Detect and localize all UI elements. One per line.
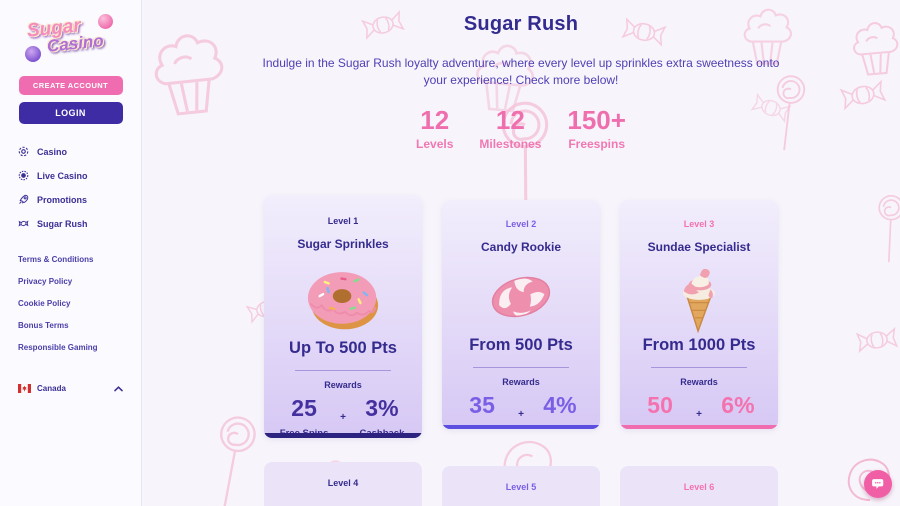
- lollipop-ball-icon: [97, 14, 113, 29]
- chevron-up-icon: [114, 385, 123, 392]
- divider: [473, 367, 569, 369]
- ice-cream-icon: [620, 260, 778, 334]
- free-spins-value: 25: [291, 395, 317, 422]
- level-label: Level 1: [327, 216, 359, 227]
- level-label: Level 3: [683, 219, 715, 230]
- login-button[interactable]: LOGIN: [18, 102, 123, 124]
- cashback-value: 6%: [721, 392, 755, 419]
- plus-sign: +: [340, 412, 346, 424]
- sidebar-item-label: Sugar Rush: [37, 218, 88, 229]
- rewards-row: 50 Free Spins + 6% Cashback: [620, 393, 778, 429]
- free-spins-value: 50: [647, 392, 673, 419]
- level-card-4: Level 4: [264, 462, 422, 506]
- sidebar-item-promotions[interactable]: Promotions: [18, 194, 123, 205]
- sidebar-item-label: Live Casino: [37, 170, 88, 181]
- rewards-heading: Rewards: [680, 377, 718, 388]
- stat-value: 12: [495, 104, 525, 135]
- sidebar-item-label: Promotions: [37, 194, 88, 205]
- stat-milestones: 12 Milestones: [479, 106, 541, 152]
- stat-value: 150+: [567, 104, 626, 135]
- language-selector[interactable]: Canada: [18, 384, 123, 393]
- page-title: Sugar Rush: [463, 13, 579, 35]
- sidebar-legal-links: Terms & Conditions Privacy Policy Cookie…: [18, 255, 123, 352]
- live-casino-chip-icon: [18, 170, 29, 181]
- rewards-heading: Rewards: [502, 377, 540, 388]
- level-card-2: Level 2 Candy Rookie: [442, 200, 600, 430]
- candy-icon: [18, 218, 29, 229]
- plus-sign: +: [518, 409, 524, 421]
- rocket-icon: [18, 194, 29, 205]
- cashback-value: 4%: [543, 392, 577, 419]
- link-cookie-policy[interactable]: Cookie Policy: [18, 299, 71, 308]
- create-account-button[interactable]: CREATE ACCOUNT: [18, 76, 123, 95]
- stat-levels: 12 Levels: [416, 106, 453, 152]
- sidebar-nav: Casino Live Casino Promo: [18, 146, 123, 229]
- cashback-label: Cashback: [356, 428, 408, 439]
- sidebar-item-casino[interactable]: Casino: [18, 146, 123, 157]
- main-content: Sugar Rush Indulge in the Sugar Rush loy…: [142, 0, 900, 506]
- plus-sign: +: [696, 409, 702, 421]
- rewards-row: 35 Free Spins + 4% Cashback: [442, 393, 600, 429]
- link-bonus-terms[interactable]: Bonus Terms: [18, 321, 69, 330]
- level-label: Level 2: [505, 219, 537, 230]
- free-spins-label: Free Spins: [278, 428, 330, 439]
- link-responsible-gaming[interactable]: Responsible Gaming: [18, 343, 98, 352]
- loyalty-stats: 12 Levels 12 Milestones 150+ Freespins: [142, 106, 900, 152]
- level-card-6: Level 6: [620, 466, 778, 506]
- level-label: Level 5: [505, 482, 537, 493]
- donut-icon: [264, 257, 422, 337]
- level-card-1: Level 1 Sugar Sprinkles: [264, 195, 422, 439]
- cashback-value: 3%: [365, 395, 399, 422]
- language-label: Canada: [37, 384, 66, 393]
- page-description: Indulge in the Sugar Rush loyalty advent…: [262, 56, 780, 88]
- sidebar-item-label: Casino: [37, 146, 68, 157]
- chat-bubble-icon: [871, 477, 886, 492]
- free-spins-value: 35: [469, 392, 495, 419]
- rewards-heading: Rewards: [324, 380, 362, 391]
- level-cards-row-2: Level 4 Level 5 Level 6: [142, 462, 900, 506]
- stat-label: Milestones: [479, 137, 542, 152]
- level-card-3: Level 3 Sundae Specialist: [620, 200, 778, 430]
- stat-value: 12: [420, 104, 450, 135]
- link-terms-conditions[interactable]: Terms & Conditions: [18, 255, 94, 264]
- chat-button[interactable]: [864, 470, 892, 498]
- points-range: From 500 Pts: [469, 336, 573, 355]
- divider: [651, 367, 747, 369]
- level-label: Level 4: [327, 478, 359, 489]
- level-label: Level 6: [683, 482, 715, 493]
- points-range: From 1000 Pts: [642, 336, 756, 355]
- rewards-row: 25 Free Spins + 3% Cashback: [264, 396, 422, 438]
- card-accent-bar: [264, 433, 422, 439]
- stat-label: Freespins: [568, 137, 626, 152]
- level-name: Sundae Specialist: [647, 240, 751, 255]
- swirl-candy-icon: [442, 260, 600, 334]
- stat-label: Levels: [416, 137, 454, 152]
- link-privacy-policy[interactable]: Privacy Policy: [18, 277, 73, 286]
- level-name: Candy Rookie: [480, 240, 561, 255]
- divider: [295, 370, 391, 372]
- level-card-5: Level 5: [442, 466, 600, 506]
- card-accent-bar: [442, 425, 600, 430]
- sidebar: Sugar Casino CREATE ACCOUNT LOGIN Casino: [0, 0, 142, 506]
- canada-flag-icon: [18, 384, 31, 393]
- casino-chip-icon: [18, 146, 29, 157]
- level-cards-row-1: Level 1 Sugar Sprinkles: [142, 195, 900, 439]
- points-range: Up To 500 Pts: [289, 339, 397, 358]
- stat-freespins: 150+ Freespins: [567, 106, 626, 152]
- card-accent-bar: [620, 425, 778, 430]
- candy-swirl-icon: [24, 46, 41, 62]
- level-name: Sugar Sprinkles: [297, 237, 389, 252]
- sidebar-item-sugar-rush[interactable]: Sugar Rush: [18, 218, 123, 229]
- sidebar-item-live-casino[interactable]: Live Casino: [18, 170, 123, 181]
- sugar-casino-logo[interactable]: Sugar Casino: [19, 10, 123, 64]
